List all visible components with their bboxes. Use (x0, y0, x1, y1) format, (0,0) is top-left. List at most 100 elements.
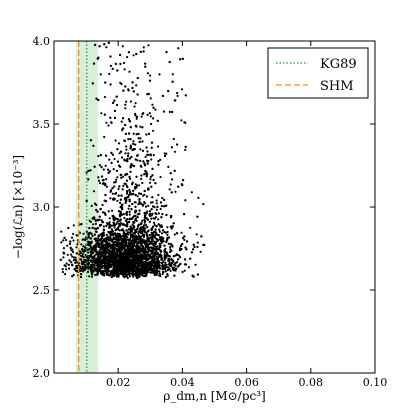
scatter-point (125, 274, 128, 277)
scatter-point (161, 94, 164, 97)
scatter-point (90, 260, 93, 263)
scatter-point (121, 234, 124, 237)
scatter-point (146, 234, 149, 238)
scatter-point (174, 262, 177, 265)
scatter-point (113, 246, 116, 249)
scatter-point (99, 207, 102, 211)
scatter-point (162, 198, 166, 201)
scatter-point (113, 226, 116, 229)
scatter-point (144, 268, 147, 271)
scatter-point (104, 249, 107, 252)
scatter-point (150, 256, 153, 259)
scatter-point (124, 249, 127, 252)
scatter-point (156, 233, 159, 236)
scatter-point (62, 239, 65, 242)
scatter-point (148, 132, 151, 135)
scatter-point (169, 183, 172, 186)
scatter-point (113, 238, 116, 241)
scatter-point (108, 158, 111, 161)
scatter-point (115, 260, 118, 263)
scatter-point (133, 105, 136, 108)
scatter-point (171, 178, 174, 181)
scatter-point (126, 223, 129, 226)
scatter-point (122, 184, 125, 187)
scatter-point (173, 150, 177, 153)
scatter-point (157, 255, 160, 259)
scatter-point (110, 121, 113, 124)
scatter-point (158, 73, 161, 76)
scatter-point (91, 82, 94, 85)
scatter-point (164, 263, 167, 266)
scatter-point (149, 201, 153, 204)
scatter-point (151, 167, 154, 170)
scatter-point (173, 99, 176, 102)
scatter-point (113, 260, 116, 263)
scatter-point (119, 218, 122, 221)
scatter-point (151, 225, 155, 228)
scatter-point (132, 142, 135, 145)
scatter-point (109, 259, 112, 262)
scatter-point (160, 250, 163, 253)
scatter-point (115, 178, 118, 181)
scatter-point (107, 41, 110, 45)
scatter-point (168, 110, 171, 113)
scatter-point (91, 226, 94, 229)
scatter-point (174, 264, 177, 267)
scatter-point (111, 153, 114, 156)
scatter-point (87, 234, 90, 237)
scatter-point (147, 229, 150, 232)
scatter-point (152, 217, 155, 220)
scatter-point (128, 249, 131, 252)
scatter-point (110, 254, 113, 257)
scatter-point (141, 261, 144, 265)
scatter-point (104, 240, 107, 243)
scatter-point (156, 262, 160, 265)
scatter-point (92, 190, 96, 193)
scatter-point (114, 62, 117, 65)
scatter-point (114, 139, 117, 142)
scatter-point (109, 271, 113, 274)
scatter-point (150, 158, 153, 161)
x-axis-label: ρ_dm,n [M⊙/pc³] (163, 389, 265, 403)
scatter-point (123, 262, 126, 265)
scatter-point (129, 226, 133, 229)
scatter-point (85, 171, 88, 174)
scatter-point (127, 246, 130, 250)
scatter-point (97, 237, 100, 240)
scatter-point (141, 232, 144, 235)
scatter-point (156, 259, 160, 262)
scatter-point (166, 233, 169, 236)
scatter-point (142, 203, 145, 206)
scatter-point (152, 221, 156, 224)
scatter-point (152, 129, 155, 132)
scatter-point (116, 176, 119, 179)
scatter-point (104, 81, 107, 84)
scatter-point (107, 171, 110, 174)
scatter-point (194, 263, 197, 266)
scatter-point (90, 272, 93, 275)
scatter-point (109, 236, 112, 239)
scatter-point (136, 154, 139, 157)
scatter-point (120, 176, 123, 179)
scatter-point (100, 112, 103, 115)
scatter-point (95, 208, 98, 212)
scatter-point (148, 249, 151, 253)
scatter-point (162, 110, 165, 113)
scatter-point (105, 270, 108, 273)
scatter-point (139, 125, 142, 128)
scatter-point (151, 103, 154, 106)
scatter-point (153, 255, 156, 258)
scatter-point (134, 209, 137, 212)
scatter-point (155, 199, 158, 202)
scatter-point (180, 119, 183, 122)
scatter-point (141, 268, 144, 271)
scatter-point (148, 246, 151, 249)
scatter-point (62, 251, 65, 254)
scatter-point (115, 239, 118, 242)
scatter-point (82, 262, 85, 265)
scatter-point (148, 210, 151, 213)
scatter-point (142, 194, 145, 197)
scatter-point (150, 185, 153, 188)
scatter-point (126, 218, 129, 221)
scatter-point (122, 238, 125, 241)
